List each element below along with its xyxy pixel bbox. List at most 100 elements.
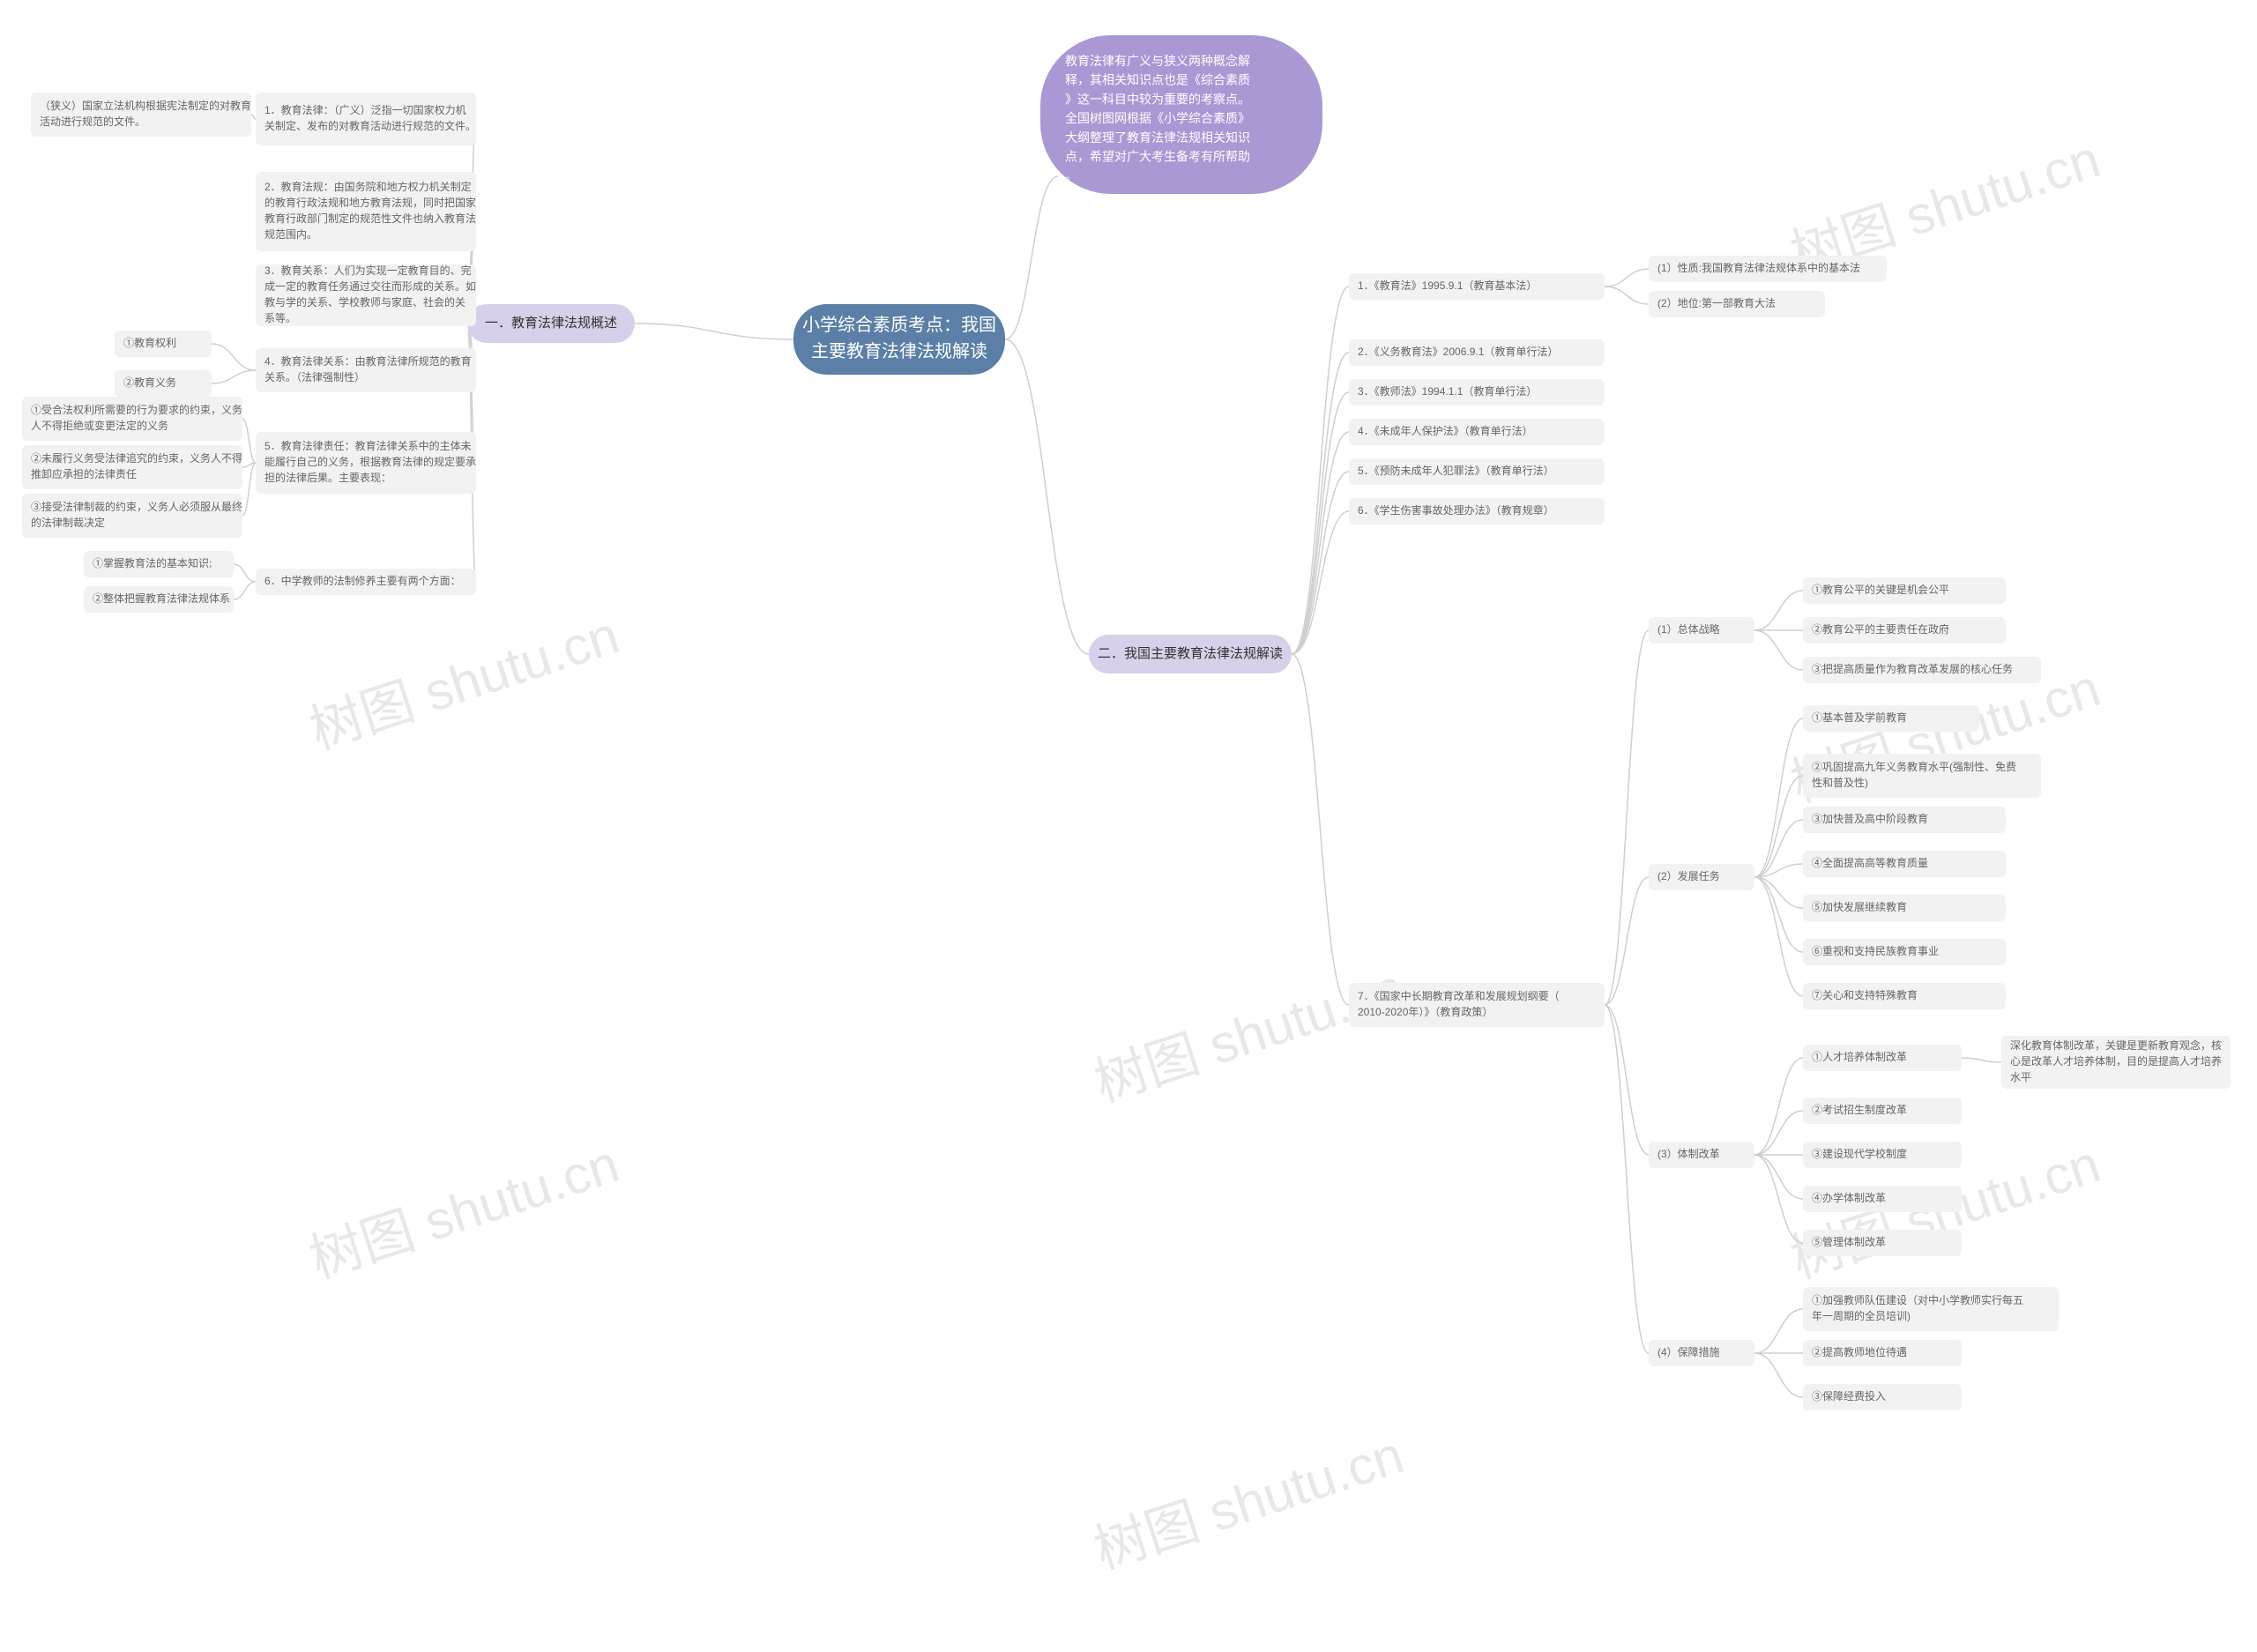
- node-text: 教育行政部门制定的规范性文件也纳入教育法: [264, 212, 476, 225]
- node-text: ①掌握教育法的基本知识;: [93, 556, 212, 569]
- node-text: 3．《教师法》1994.1.1（教育单行法）: [1358, 384, 1537, 398]
- intro-text: 全国树图网根据《小学综合素质》: [1065, 111, 1250, 125]
- node-text: ③建设现代学校制度: [1812, 1147, 1907, 1160]
- watermark: 树图 shutu.cn: [302, 1134, 625, 1289]
- node: 6．中学教师的法制修养主要有两个方面：: [256, 569, 476, 595]
- node-text: (1）性质:我国教育法律法规体系中的基本法: [1657, 261, 1860, 274]
- center-node: 小学综合素质考点：我国主要教育法律法规解读: [793, 304, 1005, 375]
- node-text: ②考试招生制度改革: [1812, 1103, 1907, 1116]
- node: ②提高教师地位待遇: [1803, 1340, 1962, 1366]
- node-text: ①受合法权利所需要的行为要求的约束，义务: [31, 403, 242, 416]
- node-text: 规范围内。: [264, 227, 317, 241]
- node-text: ⑥重视和支持民族教育事业: [1812, 944, 1939, 957]
- node: ④办学体制改革: [1803, 1186, 1962, 1212]
- node-text: 3．教育关系：人们为实现一定教育目的、完: [264, 264, 472, 277]
- branch-right: 二．我国主要教育法律法规解读: [1089, 635, 1292, 673]
- node-text: ③加快普及高中阶段教育: [1812, 812, 1928, 825]
- node-text: ②整体把握教育法律法规体系: [93, 592, 230, 605]
- node-text: (4）保障措施: [1657, 1345, 1720, 1358]
- node-text: 关制定、发布的对教育活动进行规范的文件。: [264, 119, 476, 132]
- node-text: 5．教育法律责任：教育法律关系中的主体未: [264, 439, 472, 452]
- node: ②教育公平的主要责任在政府: [1803, 617, 2006, 644]
- node-text: 6．《学生伤害事故处理办法》（教育规章）: [1358, 503, 1554, 517]
- node: (2）发展任务: [1649, 864, 1754, 890]
- node-text: 小学综合素质考点：我国: [802, 315, 996, 335]
- node: 2．教育法规：由国务院和地方权力机关制定的教育行政法规和地方教育法规，同时把国家…: [256, 172, 476, 251]
- node: 2．《义务教育法》2006.9.1（教育单行法）: [1349, 339, 1605, 366]
- node: ③保障经费投入: [1803, 1384, 1962, 1410]
- node-text: ⑤加快发展继续教育: [1812, 900, 1907, 913]
- node-text: ⑤管理体制改革: [1812, 1235, 1886, 1248]
- node-text: 二．我国主要教育法律法规解读: [1098, 646, 1283, 661]
- node: 7．《国家中长期教育改革和发展规划纲要（ 2010-2020年）》（教育政策）: [1349, 983, 1605, 1027]
- node-text: 系等。: [264, 312, 296, 324]
- node-text: ①加强教师队伍建设（对中小学教师实行每五: [1812, 1293, 2023, 1306]
- node: 5．《预防未成年人犯罪法》（教育单行法）: [1349, 458, 1605, 485]
- node: ②整体把握教育法律法规体系: [84, 586, 234, 613]
- node: ④全面提高高等教育质量: [1803, 851, 2006, 877]
- node-text: ④全面提高高等教育质量: [1812, 856, 1928, 869]
- watermark: 树图 shutu.cn: [302, 605, 625, 760]
- branch-left: 一．教育法律法规概述: [467, 304, 635, 343]
- intro-text: 点，希望对广大考生备考有所帮助: [1065, 150, 1250, 164]
- node: ③建设现代学校制度: [1803, 1142, 1962, 1168]
- node: 3．教育关系：人们为实现一定教育目的、完成一定的教育任务通过交往而形成的关系。如…: [256, 264, 476, 326]
- node: ③加快普及高中阶段教育: [1803, 807, 2006, 833]
- node: ①人才培养体制改革: [1803, 1045, 1962, 1071]
- node-text: 7．《国家中长期教育改革和发展规划纲要（: [1358, 989, 1560, 1002]
- node-text: (3）体制改革: [1657, 1148, 1720, 1160]
- node-text: ②提高教师地位待遇: [1812, 1345, 1907, 1358]
- node-text: 人不得拒绝或变更法定的义务: [31, 419, 168, 432]
- node-text: 水平: [2010, 1071, 2031, 1083]
- node: ①加强教师队伍建设（对中小学教师实行每五年一周期的全员培训): [1803, 1287, 2059, 1331]
- node-text: 心是改革人才培养体制，目的是提高人才培养: [2010, 1054, 2222, 1068]
- node: ⑤管理体制改革: [1803, 1230, 1962, 1256]
- node-text: 年一周期的全员培训): [1812, 1309, 1911, 1322]
- node-text: 能履行自己的义务，根据教育法律的规定要承: [264, 455, 476, 468]
- node: ①掌握教育法的基本知识;: [84, 551, 234, 577]
- node-text: 2010-2020年）》（教育政策）: [1358, 1005, 1493, 1018]
- node-text: ③保障经费投入: [1812, 1389, 1886, 1403]
- node: ③把提高质量作为教育改革发展的核心任务: [1803, 657, 2041, 683]
- node-text: 5．《预防未成年人犯罪法》（教育单行法）: [1358, 464, 1554, 477]
- node: (1）总体战略: [1649, 617, 1754, 644]
- node-text: ②教育公平的主要责任在政府: [1812, 622, 1949, 636]
- node-text: 教与学的关系、学校教师与家庭、社会的关: [264, 295, 466, 309]
- node: ②巩固提高九年义务教育水平(强制性、免费性和普及性): [1803, 754, 2041, 798]
- node: ①教育权利: [115, 331, 212, 357]
- node-text: ②巩固提高九年义务教育水平(强制性、免费: [1812, 760, 2016, 773]
- node-text: 关系。（法律强制性）: [264, 371, 365, 383]
- node: 1．《教育法》1995.9.1（教育基本法）: [1349, 273, 1605, 300]
- node: ②教育义务: [115, 370, 212, 397]
- node-text: （狭义）国家立法机构根据宪法制定的对教育: [40, 99, 251, 112]
- node-text: ⑦关心和支持特殊教育: [1812, 988, 1918, 1001]
- node-text: 担的法律后果。主要表现：: [264, 471, 391, 484]
- watermark: 树图 shutu.cn: [1087, 957, 1410, 1112]
- node: ③接受法律制裁的约束，义务人必须服从最终的法律制裁决定: [22, 494, 242, 538]
- node: 5．教育法律责任：教育法律关系中的主体未能履行自己的义务，根据教育法律的规定要承…: [256, 432, 476, 494]
- node: ②未履行义务受法律追究的约束，义务人不得推卸应承担的法律责任: [22, 445, 242, 489]
- node: ⑥重视和支持民族教育事业: [1803, 939, 2006, 965]
- node-text: ③把提高质量作为教育改革发展的核心任务: [1812, 662, 2013, 675]
- node-text: (2）发展任务: [1657, 869, 1720, 882]
- node: 4．《未成年人保护法》（教育单行法）: [1349, 419, 1605, 445]
- node: ⑤加快发展继续教育: [1803, 895, 2006, 921]
- node-text: 1．《教育法》1995.9.1（教育基本法）: [1358, 279, 1537, 292]
- node-text: 4．《未成年人保护法》（教育单行法）: [1358, 424, 1533, 437]
- node-text: 成一定的教育任务通过交往而形成的关系。如: [264, 279, 476, 293]
- node-text: 一．教育法律法规概述: [485, 316, 617, 331]
- node-text: 活动进行规范的文件。: [40, 115, 145, 128]
- intro-text: 教育法律有广义与狭义两种概念解: [1065, 54, 1250, 68]
- node-text: 的法律制裁决定: [31, 516, 105, 529]
- node-text: ③接受法律制裁的约束，义务人必须服从最终: [31, 500, 242, 513]
- node-text: ②教育义务: [123, 376, 176, 389]
- intro-text: 大纲整理了教育法律法规相关知识: [1065, 130, 1250, 145]
- node: 6．《学生伤害事故处理办法》（教育规章）: [1349, 498, 1605, 525]
- node: (1）性质:我国教育法律法规体系中的基本法: [1649, 256, 1887, 282]
- node: ①基本普及学前教育: [1803, 705, 1979, 732]
- intro-text: 》这一科目中较为重要的考察点。: [1065, 92, 1250, 106]
- node-text: 深化教育体制改革，关键是更新教育观念，核: [2010, 1038, 2222, 1052]
- node-text: 1．教育法律：（广义）泛指一切国家权力机: [264, 103, 466, 116]
- node: ⑦关心和支持特殊教育: [1803, 983, 2006, 1009]
- node-text: (1）总体战略: [1657, 622, 1720, 636]
